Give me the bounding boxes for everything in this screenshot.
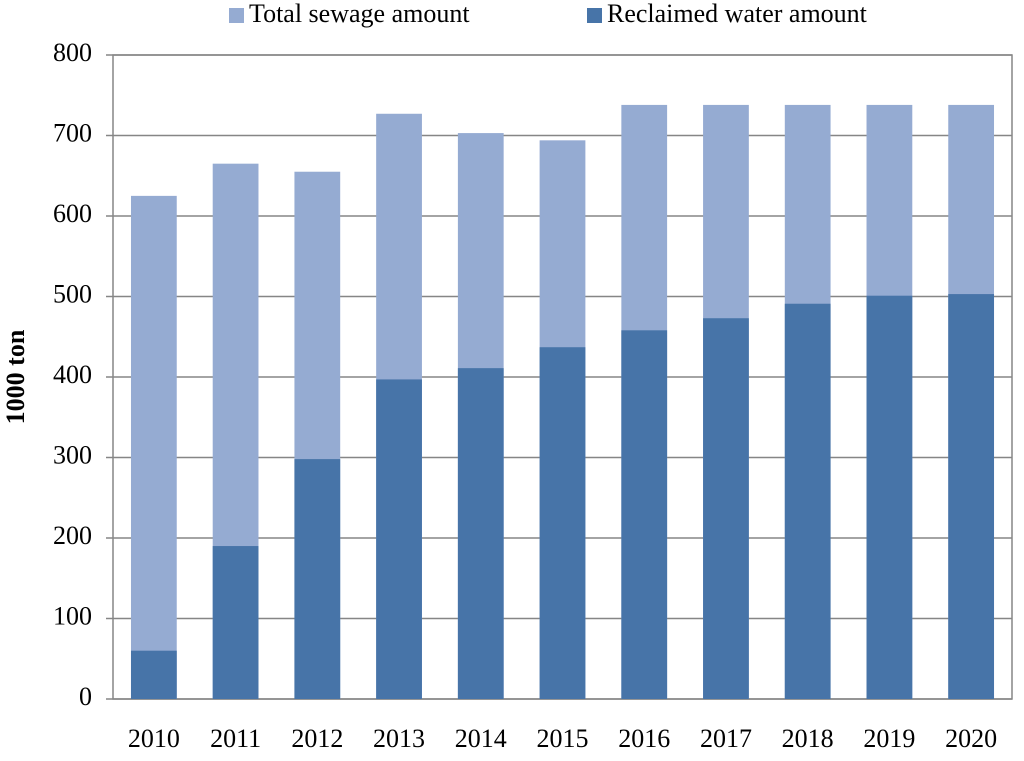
x-tick-label: 2013 xyxy=(373,724,425,753)
bar xyxy=(130,195,177,699)
y-tick-label: 400 xyxy=(53,360,92,389)
x-tick-label: 2016 xyxy=(618,724,670,753)
x-tick-label: 2015 xyxy=(537,724,589,753)
y-tick-label: 600 xyxy=(53,199,92,228)
bar xyxy=(294,459,341,699)
x-tick-label: 2010 xyxy=(128,724,180,753)
x-tick-label: 2020 xyxy=(945,724,997,753)
x-tick-label: 2018 xyxy=(782,724,834,753)
bar xyxy=(703,318,749,699)
bar xyxy=(866,295,913,699)
y-tick-label: 500 xyxy=(53,279,92,308)
bar xyxy=(376,379,422,699)
x-tick-label: 2017 xyxy=(700,724,752,753)
x-tick-label: 2019 xyxy=(863,724,915,753)
bar xyxy=(130,650,177,699)
x-tick-label: 2011 xyxy=(210,724,261,753)
legend-label: Total sewage amount xyxy=(249,0,470,28)
bar xyxy=(784,303,831,699)
y-tick-label: 0 xyxy=(79,682,92,711)
y-tick-label: 100 xyxy=(53,601,92,630)
bar xyxy=(457,368,504,699)
y-tick-label: 700 xyxy=(53,118,92,147)
bar xyxy=(621,330,668,699)
x-tick-label: 2012 xyxy=(291,724,343,753)
bar xyxy=(539,347,586,699)
y-axis-label: 1000 ton xyxy=(1,329,30,424)
legend-label: Reclaimed water amount xyxy=(607,0,868,28)
y-tick-label: 800 xyxy=(53,38,92,67)
y-tick-label: 200 xyxy=(53,521,92,550)
bar xyxy=(212,546,259,699)
legend-swatch xyxy=(229,8,244,23)
y-tick-label: 300 xyxy=(53,440,92,469)
bar xyxy=(948,294,995,699)
legend-swatch xyxy=(587,8,602,23)
x-tick-label: 2014 xyxy=(455,724,507,753)
